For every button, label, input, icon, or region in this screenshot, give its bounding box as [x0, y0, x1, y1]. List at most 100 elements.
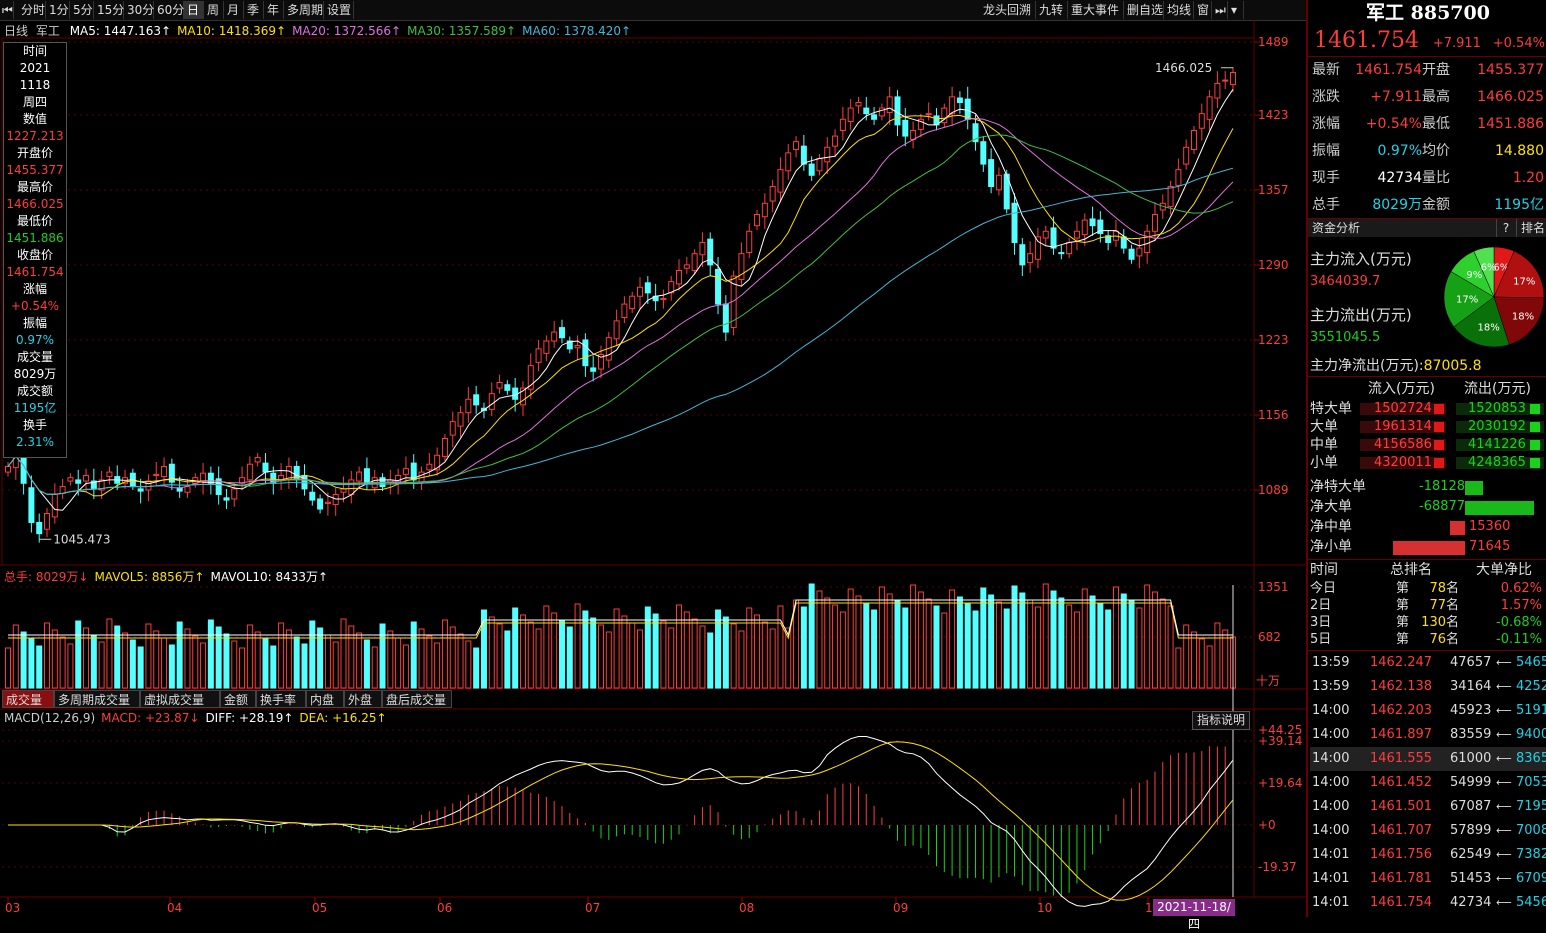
volume-bar	[582, 610, 589, 689]
period-tab-4[interactable]: 30分	[124, 1, 154, 19]
net-bar	[1449, 521, 1465, 535]
vol-tab-7[interactable]: 盘后成交量	[382, 690, 452, 708]
volume-bar	[75, 620, 82, 689]
inflow-label: 主力流入(万元)	[1310, 250, 1412, 268]
vol-tab-0[interactable]: 成交量	[2, 690, 54, 708]
dropdown-icon[interactable]: ▾	[1228, 1, 1244, 19]
high-price-label: 1466.025	[1155, 61, 1212, 75]
flow-row-1: 大单 1961314 2030192	[1310, 418, 1546, 436]
candle-body	[691, 253, 698, 271]
volume-bar	[1222, 629, 1229, 689]
flow-out-marker	[1530, 404, 1540, 414]
tick-time: 14:00	[1312, 823, 1350, 838]
toolbar-item-2[interactable]: 重大事件	[1068, 1, 1124, 19]
candle-body	[832, 135, 839, 147]
candle-body	[621, 303, 628, 319]
candle-body	[223, 497, 230, 501]
period-tab-3[interactable]: 15分	[94, 1, 124, 19]
fund-help-button[interactable]: ?	[1496, 219, 1515, 237]
quote-price-line: 1461.754 +7.911 +0.54%	[1314, 27, 1545, 55]
vol-tab-1[interactable]: 多周期成交量	[54, 690, 140, 708]
volume-bar	[122, 632, 129, 689]
vol-tab-5[interactable]: 内盘	[306, 690, 344, 708]
volume-bar	[51, 629, 58, 689]
toolbar-item-1[interactable]: 九转	[1036, 1, 1068, 19]
vol-tab-6[interactable]: 外盘	[344, 690, 382, 708]
vol-tab-4[interactable]: 换手率	[256, 690, 306, 708]
flow-in-marker	[1434, 404, 1444, 414]
candle-body	[496, 381, 503, 389]
volume-bar	[1206, 645, 1213, 689]
toolbar-item-5[interactable]: 窗	[1194, 1, 1212, 19]
kline-chart-area[interactable]: 1489 1423 1357 1290 1223 1156 1089 1351 682 十万 +44…	[0, 20, 1306, 917]
fund-pie-chart: 6%17%18%18%17%9%6%	[1443, 246, 1545, 348]
volume-bar	[886, 593, 893, 689]
arrow-left-icon: ⟵	[1496, 848, 1512, 861]
quote-value: 1466.025	[1477, 89, 1544, 105]
tick-volume: 54999	[1450, 775, 1492, 790]
candle-body	[449, 421, 456, 436]
tick-row-10: 14:01 1461.754 42734 ⟵ 5456	[1310, 891, 1546, 915]
fund-rank-button[interactable]: 排名	[1516, 219, 1546, 237]
period-tab-7[interactable]: 周	[204, 1, 224, 19]
y-tick-label: 1489	[1258, 35, 1289, 49]
period-tab-8[interactable]: 月	[224, 1, 244, 19]
volume-bar	[200, 642, 207, 689]
candle-body	[839, 118, 846, 131]
flow-row-0: 特大单 1502724 1520853	[1310, 400, 1546, 418]
candle-body	[1222, 79, 1229, 82]
period-tab-0[interactable]: 分时	[18, 1, 46, 19]
period-tab-10[interactable]: 年	[264, 1, 284, 19]
candle-body	[824, 146, 831, 163]
volume-bar	[566, 626, 573, 689]
flow-in-marker	[1434, 422, 1444, 432]
volume-bar	[324, 634, 331, 689]
flow-in-bar	[1360, 457, 1446, 469]
arrow-left-icon: ⟵	[1496, 704, 1512, 717]
volume-bar	[863, 602, 870, 689]
vol-tab-3[interactable]: 金额	[220, 690, 256, 708]
toolbar-item-0[interactable]: 龙头回溯	[980, 1, 1036, 19]
month-label: 05	[312, 901, 327, 915]
ma-legend-2: MA20: 1372.566↑	[292, 24, 402, 38]
volume-bar	[480, 609, 487, 689]
candle-body	[98, 479, 105, 491]
period-tab-12[interactable]: 设置	[324, 1, 354, 19]
period-tab-6[interactable]: 日	[184, 1, 204, 19]
quote-row-1: 涨跌 +7.911 最高 1466.025	[1312, 84, 1544, 111]
tick-row-4: 14:00 1461.555 61000 ⟵ 8365	[1310, 747, 1546, 771]
y-tick-label: 1089	[1258, 483, 1289, 497]
quote-row-4: 现手 42734 量比 1.20	[1312, 165, 1544, 192]
candle-body	[207, 472, 214, 484]
period-tab-5[interactable]: 60分	[154, 1, 184, 19]
period-tab-9[interactable]: 季	[244, 1, 264, 19]
vol-tab-2[interactable]: 虚拟成交量	[140, 690, 220, 708]
period-tab-1[interactable]: 1分	[46, 1, 70, 19]
rank-day: 今日	[1310, 581, 1337, 596]
candle-body	[683, 264, 690, 269]
candle-body	[1081, 219, 1088, 236]
next-icon[interactable]: ⏭	[1212, 1, 1228, 19]
candle-body	[1097, 219, 1104, 235]
volume-bar	[605, 631, 612, 689]
toolbar-item-4[interactable]: 均线	[1164, 1, 1194, 19]
volume-bar	[777, 605, 784, 689]
period-tab-2[interactable]: 5分	[70, 1, 94, 19]
candle-body	[301, 474, 308, 490]
prev-icon[interactable]: ⏮	[2, 1, 14, 19]
arrow-left-icon: ⟵	[1496, 752, 1512, 765]
net-name: 净大单	[1310, 499, 1352, 515]
flow-out-bar	[1456, 457, 1544, 469]
y-tick-label: 1156	[1258, 408, 1289, 422]
toolbar-item-3[interactable]: 删自选	[1124, 1, 1164, 19]
net-flow-label: 主力净流出(万元):	[1310, 358, 1424, 374]
candle-body	[1136, 247, 1143, 257]
indicator-help-button[interactable]: 指标说明	[1192, 711, 1250, 730]
candle-body	[1151, 213, 1158, 232]
volume-bar	[356, 632, 363, 689]
info-item-11: 1451.886	[6, 231, 64, 245]
volume-bar	[1066, 604, 1073, 689]
period-tab-11[interactable]: 多周期	[284, 1, 324, 19]
macd-legend-0: MACD(12,26,9)	[4, 711, 96, 725]
candle-body	[309, 491, 316, 501]
